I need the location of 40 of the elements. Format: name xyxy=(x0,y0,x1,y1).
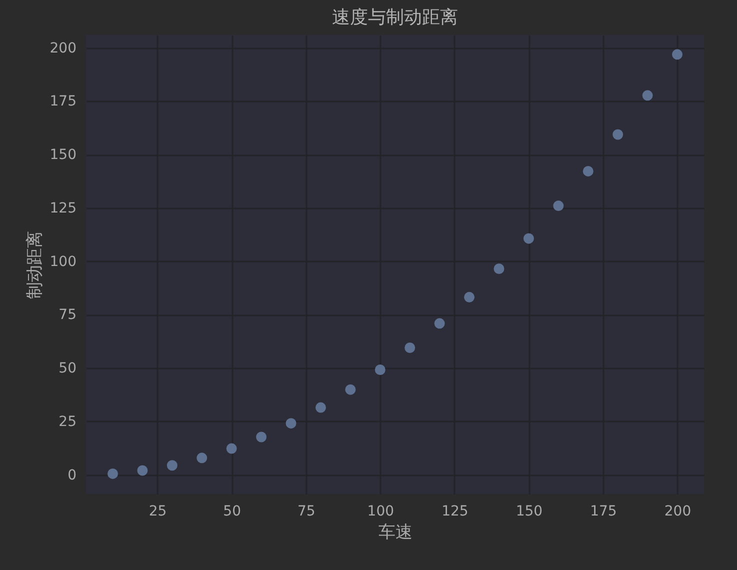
point xyxy=(107,468,118,479)
point xyxy=(672,49,683,60)
x-tick-label: 175 xyxy=(590,504,617,520)
x-tick-label: 50 xyxy=(223,504,241,520)
point xyxy=(523,233,534,244)
y-axis-title: 制动距离 xyxy=(24,231,45,299)
point xyxy=(256,432,267,442)
point xyxy=(226,443,237,454)
point xyxy=(374,364,386,375)
point xyxy=(137,465,148,476)
point xyxy=(612,129,624,140)
chart-title: 速度与制动距离 xyxy=(332,7,458,28)
x-tick-label: 100 xyxy=(367,504,394,520)
x-tick-label: 125 xyxy=(442,504,468,520)
y-tick-label: 0 xyxy=(68,467,76,484)
x-tick-label: 150 xyxy=(516,504,543,520)
y-tick-label: 175 xyxy=(50,94,76,110)
y-tick-label: 150 xyxy=(50,147,76,164)
y-tick-label: 50 xyxy=(58,360,76,377)
y-tick-label: 125 xyxy=(50,200,76,216)
y-tick-label: 75 xyxy=(58,307,76,324)
point xyxy=(196,452,208,464)
point xyxy=(434,318,445,329)
point xyxy=(582,166,594,176)
point xyxy=(286,418,296,429)
y-tick-label: 100 xyxy=(50,254,76,270)
point xyxy=(345,384,356,395)
y-tick-label: 200 xyxy=(50,40,76,56)
y-tick-label: 25 xyxy=(58,414,76,430)
point xyxy=(404,342,416,353)
point xyxy=(553,200,564,212)
point xyxy=(642,90,653,101)
x-tick-label: 75 xyxy=(297,504,316,520)
x-tick-label: 25 xyxy=(148,504,167,520)
point xyxy=(315,402,326,413)
x-axis-title: 车速 xyxy=(378,522,412,542)
point xyxy=(166,460,178,471)
x-tick-label: 200 xyxy=(664,504,692,520)
point xyxy=(494,264,504,274)
point xyxy=(464,292,475,302)
